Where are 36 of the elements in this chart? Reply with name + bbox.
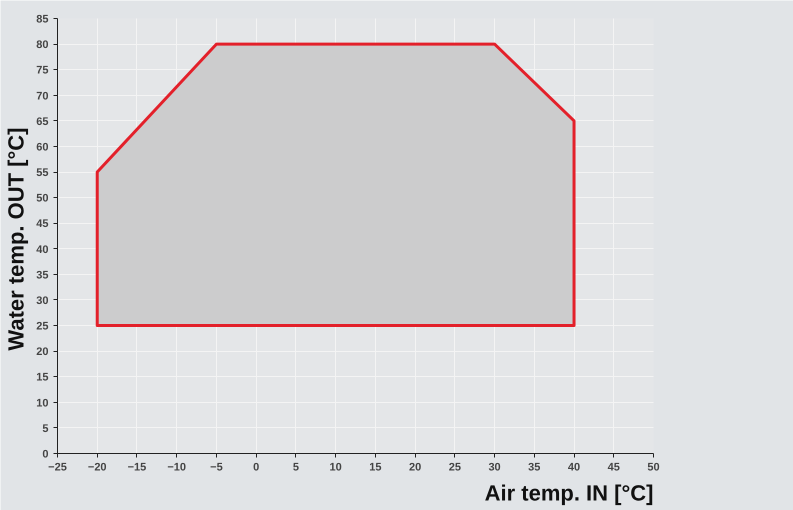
y-tick-label: 65: [36, 116, 49, 128]
y-tick-label: 50: [36, 192, 49, 205]
x-tick-label: −5: [210, 462, 223, 474]
x-axis-title: Air temp. IN [°C]: [484, 480, 654, 506]
y-tick-label: 85: [36, 14, 49, 26]
x-tick-label: 0: [253, 462, 260, 474]
y-tick-label: 80: [36, 39, 49, 52]
y-tick-label: 5: [42, 422, 49, 435]
y-tick-label: 75: [36, 64, 49, 77]
y-tick-label: 35: [36, 269, 49, 282]
x-tick-label: −20: [88, 462, 107, 474]
x-tick-label: 40: [568, 462, 580, 474]
y-tick-label: 25: [36, 320, 49, 333]
x-tick-label: 25: [448, 462, 461, 474]
x-tick-label: −10: [167, 462, 186, 474]
x-tick-label: 10: [330, 462, 342, 474]
y-tick-label: 20: [36, 346, 49, 358]
x-tick-label: 15: [369, 462, 382, 474]
y-tick-label: 45: [36, 218, 49, 230]
x-tick-label: 50: [647, 462, 660, 474]
x-tick-label: 35: [528, 462, 540, 474]
x-tick-label: 30: [488, 462, 501, 474]
y-tick-label: 70: [36, 90, 49, 102]
y-tick-label: 60: [36, 141, 49, 154]
y-axis-title: Water temp. OUT [°C]: [3, 128, 28, 351]
y-tick-label: 10: [36, 397, 49, 410]
x-tick-label: 5: [292, 462, 299, 474]
y-tick-label: 40: [36, 244, 49, 256]
y-tick-label: 0: [42, 448, 49, 460]
x-tick-label: 20: [408, 462, 422, 474]
x-tick-label: −15: [128, 462, 146, 474]
y-tick-label: 30: [36, 294, 49, 307]
y-tick-label: 15: [36, 372, 49, 384]
x-tick-label: 45: [608, 462, 620, 474]
y-tick-label: 55: [36, 167, 49, 180]
x-tick-label: −25: [48, 462, 67, 474]
